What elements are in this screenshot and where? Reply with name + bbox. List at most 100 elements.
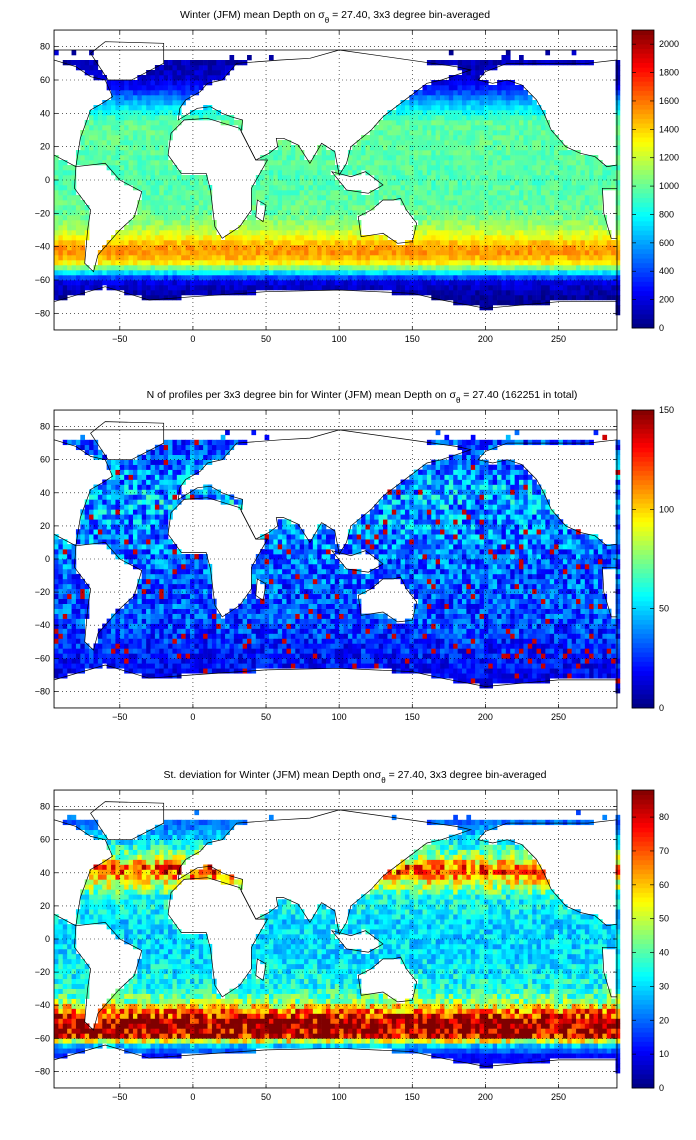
heatmap-cell [339, 225, 344, 231]
heatmap-cell [203, 210, 208, 216]
heatmap-cell [146, 135, 151, 141]
heatmap-cell [584, 175, 590, 181]
heatmap-cell [413, 170, 419, 176]
heatmap-cell [312, 255, 318, 261]
heatmap-cell [536, 155, 542, 161]
heatmap-cell [418, 140, 423, 146]
heatmap-cell [510, 195, 515, 201]
heatmap-cell [580, 673, 586, 679]
heatmap-cell [251, 265, 257, 271]
heatmap-cell [203, 65, 208, 71]
heatmap-cell [251, 285, 257, 291]
heatmap-cell [440, 653, 445, 659]
heatmap-cell [514, 275, 520, 281]
heatmap-cell [527, 668, 533, 674]
heatmap-cell [562, 175, 568, 181]
heatmap-cell [115, 80, 121, 86]
heatmap-cell [290, 155, 296, 161]
heatmap-cell [558, 280, 564, 286]
heatmap-cell [602, 275, 608, 281]
heatmap-cell [413, 280, 419, 286]
heatmap-cell [435, 115, 441, 121]
panel-title-mean_depth: Winter (JFM) mean Depth on σθ = 27.40, 3… [180, 9, 490, 25]
heatmap-cell [426, 225, 432, 231]
heatmap-cell [435, 180, 441, 186]
heatmap-cell [413, 135, 419, 141]
heatmap-cell [510, 663, 515, 669]
heatmap-cell [334, 235, 340, 241]
heatmap-cell [290, 170, 296, 176]
heatmap-cell [461, 270, 467, 276]
heatmap-cell [330, 240, 336, 246]
heatmap-cell [404, 658, 410, 664]
heatmap-cell [361, 653, 366, 659]
heatmap-cell [444, 155, 450, 161]
heatmap-cell [523, 195, 529, 201]
heatmap-cell [71, 250, 77, 256]
heatmap-cell [514, 673, 520, 679]
heatmap-cell [457, 240, 463, 246]
heatmap-cell [190, 653, 195, 659]
heatmap-cell [523, 673, 529, 679]
heatmap-cell [523, 225, 529, 231]
heatmap-cell [369, 150, 375, 156]
heatmap-cell [387, 190, 393, 196]
heatmap-cell [67, 663, 72, 669]
heatmap-cell [475, 130, 480, 136]
heatmap-cell [102, 658, 107, 664]
heatmap-cell [282, 235, 287, 241]
heatmap-cell [299, 165, 305, 171]
heatmap-cell [593, 165, 599, 171]
heatmap-cell [321, 175, 327, 181]
heatmap-cell [150, 185, 156, 191]
heatmap-cell [159, 653, 164, 659]
heatmap-cell [273, 205, 279, 211]
heatmap-cell [84, 270, 90, 276]
heatmap-cell [295, 210, 300, 216]
heatmap-cell [286, 245, 292, 251]
heatmap-cell [540, 300, 546, 306]
heatmap-cell [163, 210, 169, 216]
heatmap-cell [440, 205, 445, 211]
heatmap-cell [571, 240, 577, 246]
heatmap-cell [198, 180, 204, 186]
heatmap-cell [67, 653, 72, 659]
heatmap-cell [431, 130, 436, 136]
heatmap-cell [194, 290, 200, 296]
heatmap-cell [492, 160, 498, 166]
heatmap-cell [58, 255, 64, 261]
heatmap-cell [334, 285, 340, 291]
heatmap-cell [132, 180, 138, 186]
heatmap-cell [273, 150, 279, 156]
heatmap-cell [580, 200, 586, 206]
heatmap-cell [317, 285, 322, 291]
heatmap-cell [247, 663, 252, 669]
heatmap-cell [589, 255, 594, 261]
heatmap-cell [137, 260, 143, 266]
heatmap-cell [492, 265, 498, 271]
heatmap-cell [260, 255, 265, 261]
heatmap-cell [264, 653, 270, 659]
heatmap-cell [532, 135, 537, 141]
heatmap-cell [400, 175, 406, 181]
heatmap-cell [62, 255, 68, 261]
heatmap-cell [260, 285, 265, 291]
heatmap-cell [207, 205, 213, 211]
heatmap-cell [466, 185, 472, 191]
heatmap-cell [554, 235, 559, 241]
heatmap-cell [571, 658, 577, 664]
heatmap-cell [514, 245, 520, 251]
heatmap-cell [62, 230, 68, 236]
heatmap-cell [422, 195, 428, 201]
heatmap-cell [190, 185, 195, 191]
heatmap-cell [282, 663, 287, 669]
heatmap-cell [89, 110, 94, 116]
heatmap-cell [453, 140, 458, 146]
heatmap-cell [277, 200, 283, 206]
heatmap-cell [584, 235, 590, 241]
heatmap-cell [431, 245, 436, 251]
heatmap-cell [290, 658, 296, 664]
heatmap-cell [444, 255, 450, 261]
heatmap-cell [554, 215, 559, 221]
heatmap-cell [264, 200, 270, 206]
